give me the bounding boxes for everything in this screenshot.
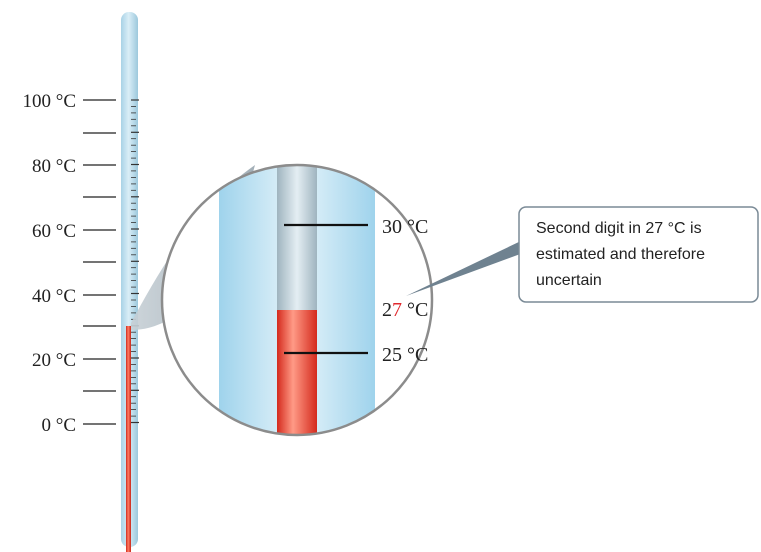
scale-label-20: 20 °C (32, 350, 76, 371)
lens-reading: 27 °C (382, 299, 428, 321)
scale-label-0: 0 °C (41, 415, 76, 436)
callout-line-2: estimated and therefore (536, 246, 705, 263)
thermometer-liquid-column (126, 326, 131, 552)
callout-line-1: Second digit in 27 °C is (536, 220, 702, 237)
reading-uncertain-digit: 7 (392, 299, 402, 321)
scale-label-100: 100 °C (22, 91, 76, 112)
scale-label-60: 60 °C (32, 221, 76, 242)
thermometer (121, 12, 139, 552)
magnified-view: 30 °C 27 °C 25 °C (160, 163, 434, 437)
scale-labels: 100 °C 80 °C 60 °C 40 °C 20 °C 0 °C (22, 91, 76, 436)
scale-label-40: 40 °C (32, 286, 76, 307)
scale-label-80: 80 °C (32, 156, 76, 177)
reading-unit: °C (402, 299, 428, 321)
reading-certain-digit: 2 (382, 299, 392, 321)
thermometer-tube (121, 12, 138, 547)
scale-leader-lines (83, 99, 116, 425)
lens-label-30: 30 °C (382, 216, 428, 238)
lens-rim (160, 163, 434, 437)
lens-liquid-column (277, 310, 317, 435)
callout: Second digit in 27 °C is estimated and t… (406, 206, 759, 303)
lens-label-25: 25 °C (382, 344, 428, 366)
callout-box (518, 206, 759, 303)
callout-pointer (406, 240, 523, 296)
callout-line-3: uncertain (536, 272, 602, 289)
thermometer-tick-marks (131, 99, 139, 424)
